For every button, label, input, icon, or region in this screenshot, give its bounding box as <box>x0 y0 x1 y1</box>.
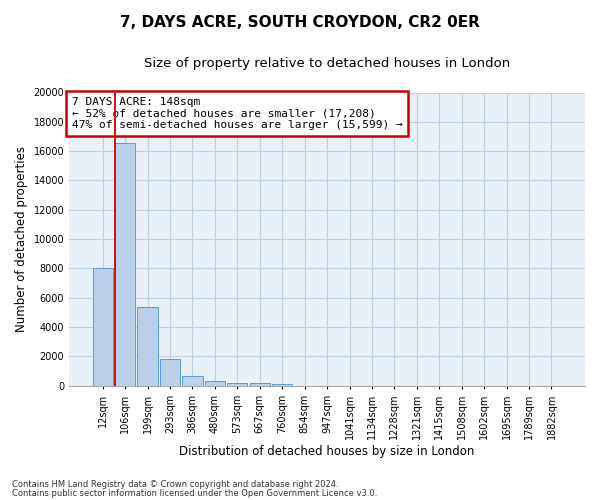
Bar <box>205 381 225 386</box>
X-axis label: Distribution of detached houses by size in London: Distribution of detached houses by size … <box>179 444 475 458</box>
Bar <box>272 384 292 386</box>
Text: Contains public sector information licensed under the Open Government Licence v3: Contains public sector information licen… <box>12 488 377 498</box>
Text: 7 DAYS ACRE: 148sqm
← 52% of detached houses are smaller (17,208)
47% of semi-de: 7 DAYS ACRE: 148sqm ← 52% of detached ho… <box>72 97 403 130</box>
Text: Contains HM Land Registry data © Crown copyright and database right 2024.: Contains HM Land Registry data © Crown c… <box>12 480 338 489</box>
Text: 7, DAYS ACRE, SOUTH CROYDON, CR2 0ER: 7, DAYS ACRE, SOUTH CROYDON, CR2 0ER <box>120 15 480 30</box>
Title: Size of property relative to detached houses in London: Size of property relative to detached ho… <box>144 58 510 70</box>
Bar <box>182 376 203 386</box>
Y-axis label: Number of detached properties: Number of detached properties <box>15 146 28 332</box>
Bar <box>160 358 180 386</box>
Bar <box>115 143 135 386</box>
Bar <box>250 384 270 386</box>
Bar <box>227 383 247 386</box>
Bar <box>137 308 158 386</box>
Bar <box>92 268 113 386</box>
